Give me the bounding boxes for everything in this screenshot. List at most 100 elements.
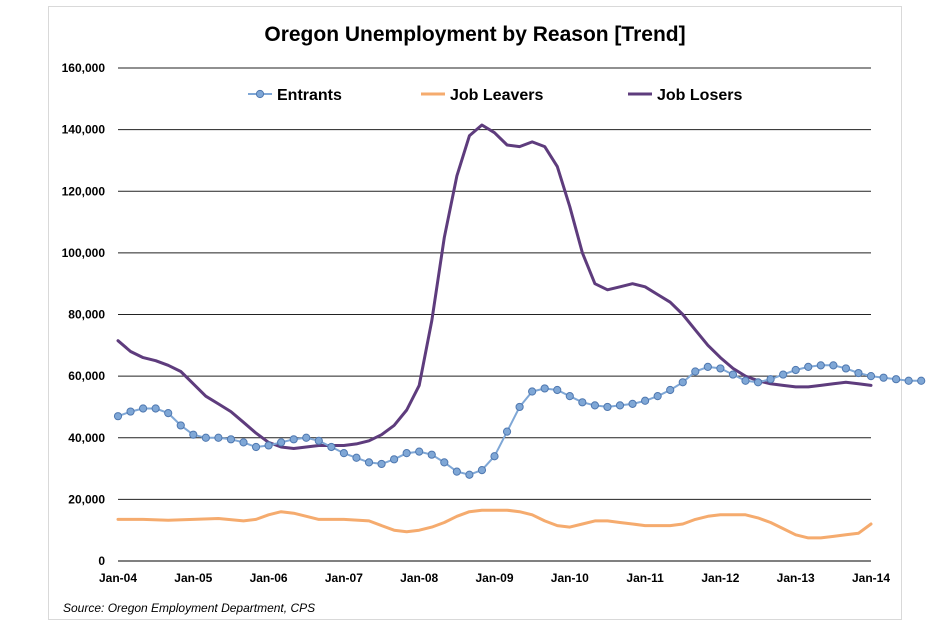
x-tick-label: Jan-14	[852, 571, 890, 585]
data-point-entrants	[728, 370, 738, 379]
data-point-entrants	[490, 452, 499, 461]
data-point-entrants	[753, 378, 763, 387]
y-tick-label: 120,000	[62, 184, 106, 198]
data-point-entrants	[816, 361, 825, 370]
data-point-entrants	[829, 361, 838, 370]
y-tick-label: 0	[98, 554, 105, 568]
legend: Entrants Job Leavers Job Losers	[248, 87, 742, 104]
data-point-entrants	[314, 436, 323, 445]
data-point-entrants	[176, 421, 185, 430]
x-tick-label: Jan-11	[626, 571, 664, 585]
x-tick-label: Jan-12	[701, 571, 739, 585]
data-point-entrants	[502, 427, 512, 436]
data-point-entrants	[553, 385, 562, 395]
data-point-entrants	[615, 401, 625, 410]
legend-marker-entrants	[255, 89, 265, 99]
data-point-entrants	[126, 407, 135, 416]
legend-label-entrants: Entrants	[277, 87, 342, 104]
series-line-job-leavers	[116, 508, 873, 540]
data-point-entrants	[628, 399, 637, 408]
data-point-entrants	[917, 376, 926, 385]
y-tick-label: 20,000	[68, 492, 105, 506]
x-tick-label: Jan-06	[250, 571, 288, 585]
data-point-entrants	[251, 442, 261, 452]
data-point-entrants	[164, 409, 173, 418]
data-point-entrants	[841, 364, 851, 373]
x-tick-label: Jan-05	[174, 571, 212, 585]
data-point-entrants	[641, 396, 650, 405]
data-point-entrants	[515, 402, 524, 412]
gridlines	[118, 67, 871, 562]
data-point-entrants	[289, 435, 298, 444]
data-point-entrants	[113, 412, 123, 421]
data-point-entrants	[352, 453, 361, 462]
data-point-entrants	[151, 404, 160, 413]
data-point-entrants	[364, 458, 374, 467]
series-line-job-losers	[116, 123, 873, 450]
y-tick-label: 100,000	[62, 246, 106, 260]
data-point-entrants	[189, 430, 198, 439]
data-point-entrants	[666, 385, 675, 395]
data-point-entrants	[578, 398, 587, 407]
data-point-entrants	[201, 433, 210, 442]
legend-label-job-leavers: Job Leavers	[450, 87, 543, 104]
x-tick-label: Jan-10	[551, 571, 589, 585]
legend-label-job-losers: Job Losers	[657, 87, 742, 104]
data-point-entrants	[691, 367, 700, 376]
data-point-entrants	[590, 401, 600, 410]
data-point-entrants	[678, 378, 687, 387]
data-point-entrants	[302, 433, 311, 442]
y-tick-label: 60,000	[68, 369, 105, 383]
y-tick-label: 160,000	[62, 61, 106, 75]
source-note: Source: Oregon Employment Department, CP…	[63, 601, 315, 615]
data-point-entrants	[528, 387, 537, 396]
data-point-entrants	[703, 362, 712, 371]
data-point-entrants	[892, 375, 901, 384]
data-point-entrants	[854, 368, 863, 378]
data-point-entrants	[879, 373, 888, 382]
y-tick-label: 40,000	[68, 431, 105, 445]
data-point-entrants	[766, 375, 775, 384]
data-point-entrants	[565, 392, 574, 401]
x-tick-label: Jan-09	[475, 571, 513, 585]
y-axis-ticks: 0 20,000 40,000 60,000 80,000 100,000 120,000 1…	[62, 61, 106, 568]
chart-title: Oregon Unemployment by Reason [Trend]	[264, 23, 685, 46]
data-point-entrants	[540, 384, 549, 393]
data-point-entrants	[226, 435, 236, 444]
data-point-entrants	[791, 365, 800, 375]
data-point-entrants	[741, 376, 750, 385]
data-point-entrants	[904, 376, 913, 385]
data-point-entrants	[339, 449, 348, 458]
data-point-entrants	[866, 372, 876, 381]
x-tick-label: Jan-08	[400, 571, 438, 585]
data-point-entrants	[402, 449, 411, 458]
data-point-entrants	[779, 370, 788, 379]
x-axis-ticks: Jan-04 Jan-05 Jan-06 Jan-07 Jan-08 Jan-09 Jan-…	[99, 571, 890, 585]
data-point-entrants	[603, 402, 612, 412]
data-point-entrants	[415, 447, 424, 456]
data-point-entrants	[277, 438, 286, 447]
data-point-entrants	[465, 470, 474, 479]
data-point-entrants	[477, 466, 487, 475]
data-point-entrants	[239, 438, 248, 447]
x-tick-label: Jan-04	[99, 571, 137, 585]
data-point-entrants	[377, 459, 386, 469]
data-point-entrants	[214, 433, 223, 442]
x-tick-label: Jan-13	[777, 571, 815, 585]
data-point-entrants	[804, 362, 813, 371]
data-point-entrants	[440, 458, 449, 467]
y-tick-label: 140,000	[62, 123, 106, 137]
data-point-entrants	[390, 455, 399, 464]
data-point-entrants	[139, 404, 148, 413]
data-point-entrants	[264, 441, 273, 450]
chart-frame	[48, 6, 902, 620]
data-point-entrants	[653, 392, 662, 401]
data-point-entrants	[716, 364, 725, 373]
data-point-entrants	[327, 442, 336, 452]
data-point-entrants	[427, 450, 436, 459]
data-point-entrants	[452, 467, 461, 476]
x-tick-label: Jan-07	[325, 571, 363, 585]
series-layer	[113, 123, 926, 540]
y-tick-label: 80,000	[68, 308, 105, 322]
